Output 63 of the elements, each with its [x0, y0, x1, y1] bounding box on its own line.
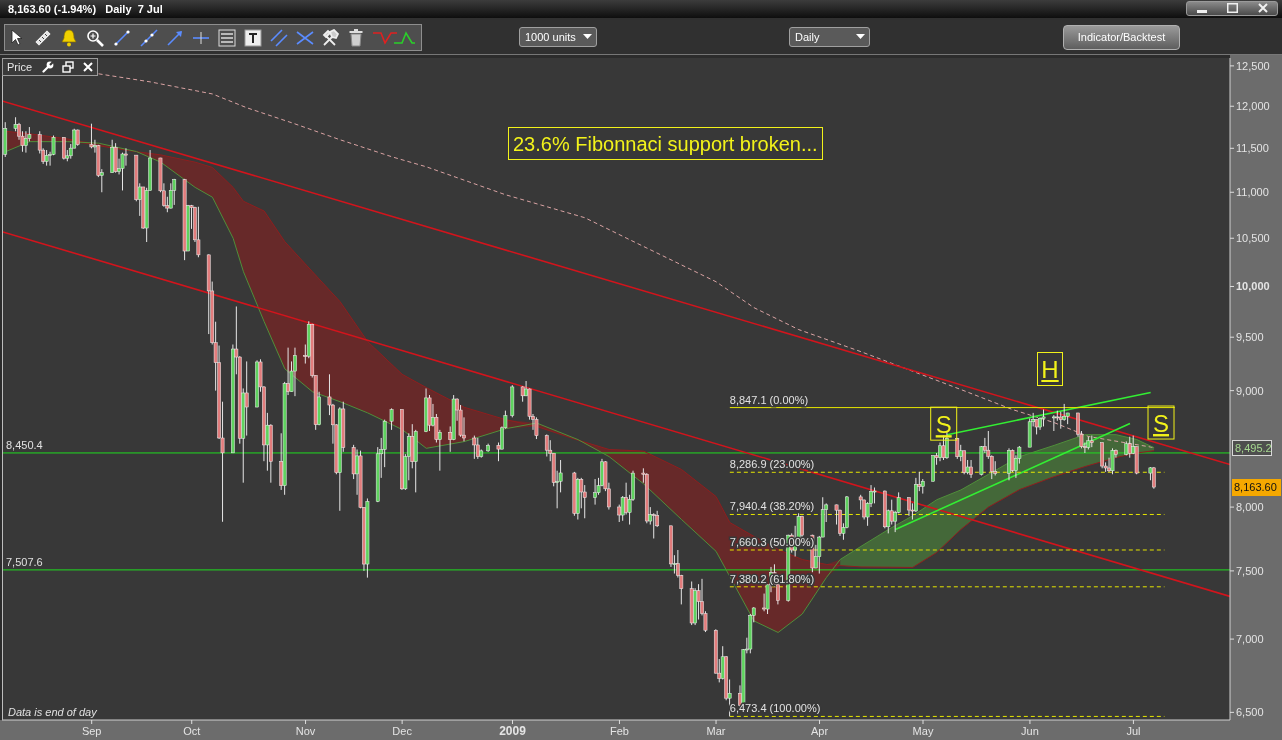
y-tick-label: 9,000: [1236, 384, 1264, 397]
dropdown: 1000 units: [519, 27, 597, 47]
y-tick-label: 12,500: [1236, 59, 1270, 72]
x-tick-label: Sep: [81, 725, 102, 737]
candlestick: [293, 347, 297, 397]
y-tick-label: 9,500: [1236, 331, 1264, 344]
chart-title: 8,163.60 (-1.94%) Daily 7 Jul: [8, 2, 163, 16]
line-series: [4, 130, 1155, 568]
y-tick-label: 7,500: [1236, 564, 1264, 577]
x-tick-label: Mar: [706, 725, 726, 737]
candlestick: [941, 435, 946, 461]
annotation: S: [935, 411, 952, 439]
candlestick: [168, 182, 173, 210]
candlestick: [544, 433, 549, 457]
x-tick-label: Feb: [609, 725, 629, 737]
text: 8,495.2: [1232, 440, 1272, 456]
y-tick-label: 10,000: [1236, 280, 1270, 293]
candlestick: [1052, 414, 1056, 432]
candlestick: [907, 496, 911, 517]
series-label: 6,473.4 (100.00%): [729, 702, 821, 715]
x-tick-label: Oct: [183, 725, 201, 737]
y-tick-label: 11,500: [1236, 142, 1269, 155]
ref-line-label: 8,450.4: [6, 438, 43, 451]
candlestick: [24, 130, 28, 154]
series-label: 7,940.4 (38.20%): [729, 500, 815, 513]
candlestick: [593, 478, 597, 506]
button: Indicator/Backtest: [1063, 25, 1180, 50]
annotation: Price: [7, 61, 33, 73]
y-tick-label: 7,000: [1236, 633, 1264, 646]
x-tick-label: Apr: [810, 725, 829, 737]
annotation: Data is end of day: [8, 706, 97, 718]
y-tick-label: 8,000: [1236, 501, 1264, 514]
y-tick-label: 6,500: [1236, 706, 1264, 719]
candlestick: [89, 123, 94, 149]
candlestick: [172, 178, 177, 206]
annotation: S: [1153, 410, 1170, 438]
line-series: [98, 73, 1155, 449]
candlestick: [945, 431, 949, 460]
y-tick-label: 10,500: [1236, 232, 1270, 245]
y-tick-label: 12,000: [1236, 100, 1270, 113]
x-tick-label: Jul: [1126, 725, 1141, 737]
dropdown: Daily: [789, 27, 870, 47]
candlestick: [696, 583, 701, 621]
candlestick: [120, 152, 125, 191]
annotation: 23.6% Fibonnaci support broken...: [508, 127, 823, 160]
x-tick-label: May: [912, 725, 934, 737]
series-label: 8,847.1 (0.00%): [729, 393, 809, 406]
candlestick: [1100, 442, 1104, 469]
x-tick-label: Nov: [295, 725, 316, 737]
candlestick: [124, 147, 128, 167]
x-tick-label: Dec: [392, 725, 413, 737]
y-tick-label: 11,000: [1236, 186, 1269, 199]
candlestick: [244, 360, 249, 437]
ref-line-label: 7,507.6: [6, 555, 43, 568]
x-tick-label: 2009: [499, 724, 527, 738]
candlestick: [1110, 447, 1115, 475]
candlestick: [534, 416, 539, 440]
x-tick-label: Jun: [1021, 725, 1039, 737]
candlestick: [389, 407, 394, 431]
text: 8,163.60: [1232, 479, 1281, 496]
candlestick: [472, 435, 477, 460]
candlestick: [1152, 466, 1156, 490]
annotation: H: [1037, 352, 1063, 386]
